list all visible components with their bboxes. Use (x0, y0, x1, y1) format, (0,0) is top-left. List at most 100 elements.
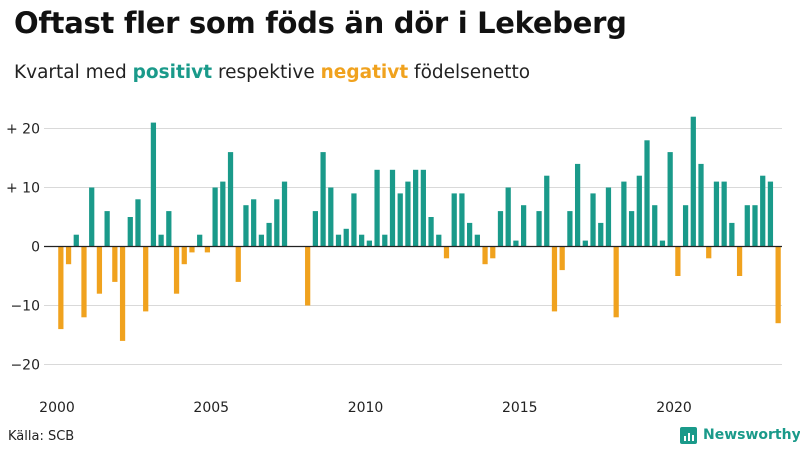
bar (567, 211, 573, 247)
bar (227, 152, 234, 247)
bar (428, 217, 434, 247)
y-tick-label: 0 (31, 240, 40, 256)
bar (767, 181, 774, 247)
bar (652, 205, 658, 247)
bar (266, 222, 272, 247)
bar (189, 246, 195, 253)
bar (413, 169, 419, 247)
bar (58, 246, 64, 330)
bar (81, 246, 87, 318)
bar (582, 240, 588, 247)
bar (343, 228, 349, 247)
bar (574, 163, 581, 247)
bar (274, 199, 280, 247)
bar (775, 246, 781, 324)
bar (405, 181, 411, 247)
bar (459, 193, 465, 247)
bar (397, 193, 403, 247)
source-note: Källa: SCB (8, 429, 75, 444)
x-tick-label: 2000 (39, 400, 75, 416)
bar (351, 193, 357, 247)
bar (420, 169, 426, 247)
bar (197, 234, 203, 247)
bar (613, 246, 619, 318)
bar (682, 205, 689, 247)
bar (729, 222, 735, 247)
bar (590, 193, 596, 247)
subtitle-text-3: födelsenetto (408, 62, 531, 83)
bar (698, 163, 704, 247)
bar (119, 246, 126, 341)
bar (150, 122, 157, 247)
bar (112, 246, 118, 282)
subtitle-positive-word: positivt (132, 62, 213, 83)
bar (636, 175, 642, 247)
bar (96, 246, 103, 294)
bar (551, 246, 558, 312)
x-tick-label: 2010 (348, 400, 384, 416)
bar (559, 246, 565, 271)
subtitle-text-1: Kvartal med (14, 62, 133, 83)
bar (598, 222, 604, 247)
x-tick-label: 2005 (193, 400, 229, 416)
subtitle-text-2: respektive (212, 62, 321, 83)
bar (305, 246, 311, 306)
bar (382, 234, 388, 247)
brand: Newsworthy (680, 424, 800, 446)
bar (158, 234, 164, 247)
bar (243, 205, 249, 247)
bar (621, 181, 627, 247)
y-tick-label: + 20 (6, 122, 40, 138)
bar (675, 246, 681, 276)
bar (281, 181, 288, 247)
bar (497, 211, 504, 247)
bar (544, 175, 550, 247)
bar (521, 205, 527, 247)
bar (628, 211, 635, 247)
bar (490, 246, 496, 259)
bar (335, 234, 342, 247)
y-tick-label: −20 (10, 358, 40, 374)
subtitle-negative-word: negativt (320, 62, 409, 83)
bar (220, 181, 226, 247)
bar (474, 234, 480, 247)
bar (258, 234, 265, 247)
bar (251, 199, 257, 247)
bar (181, 246, 187, 265)
chart-title: Oftast fler som föds än dör i Lekeberg (14, 6, 627, 40)
bar (204, 246, 211, 253)
brand-name: Newsworthy (703, 427, 800, 443)
bar (644, 140, 650, 247)
bar (721, 181, 727, 247)
bar (536, 211, 542, 247)
bar (328, 187, 334, 247)
bar (366, 240, 372, 247)
bar (212, 187, 218, 247)
bar (744, 205, 750, 247)
bar (451, 193, 457, 247)
x-tick-label: 2020 (656, 400, 692, 416)
bar (690, 116, 696, 247)
bar (312, 211, 318, 247)
bar (667, 152, 673, 247)
bar (143, 246, 149, 312)
bar (752, 205, 758, 247)
bar (65, 246, 72, 265)
bar (713, 181, 720, 247)
bar (173, 246, 180, 294)
bar (89, 187, 95, 247)
bar (166, 211, 172, 247)
bar (235, 246, 241, 282)
bar (513, 240, 519, 247)
bar (659, 240, 666, 247)
bar (104, 211, 110, 247)
bar (135, 199, 141, 247)
bar (505, 187, 511, 247)
bar (359, 234, 365, 247)
bar (706, 246, 712, 259)
bar (760, 175, 766, 247)
bar (736, 246, 743, 276)
y-tick-label: −10 (10, 299, 40, 315)
bar (605, 187, 612, 247)
